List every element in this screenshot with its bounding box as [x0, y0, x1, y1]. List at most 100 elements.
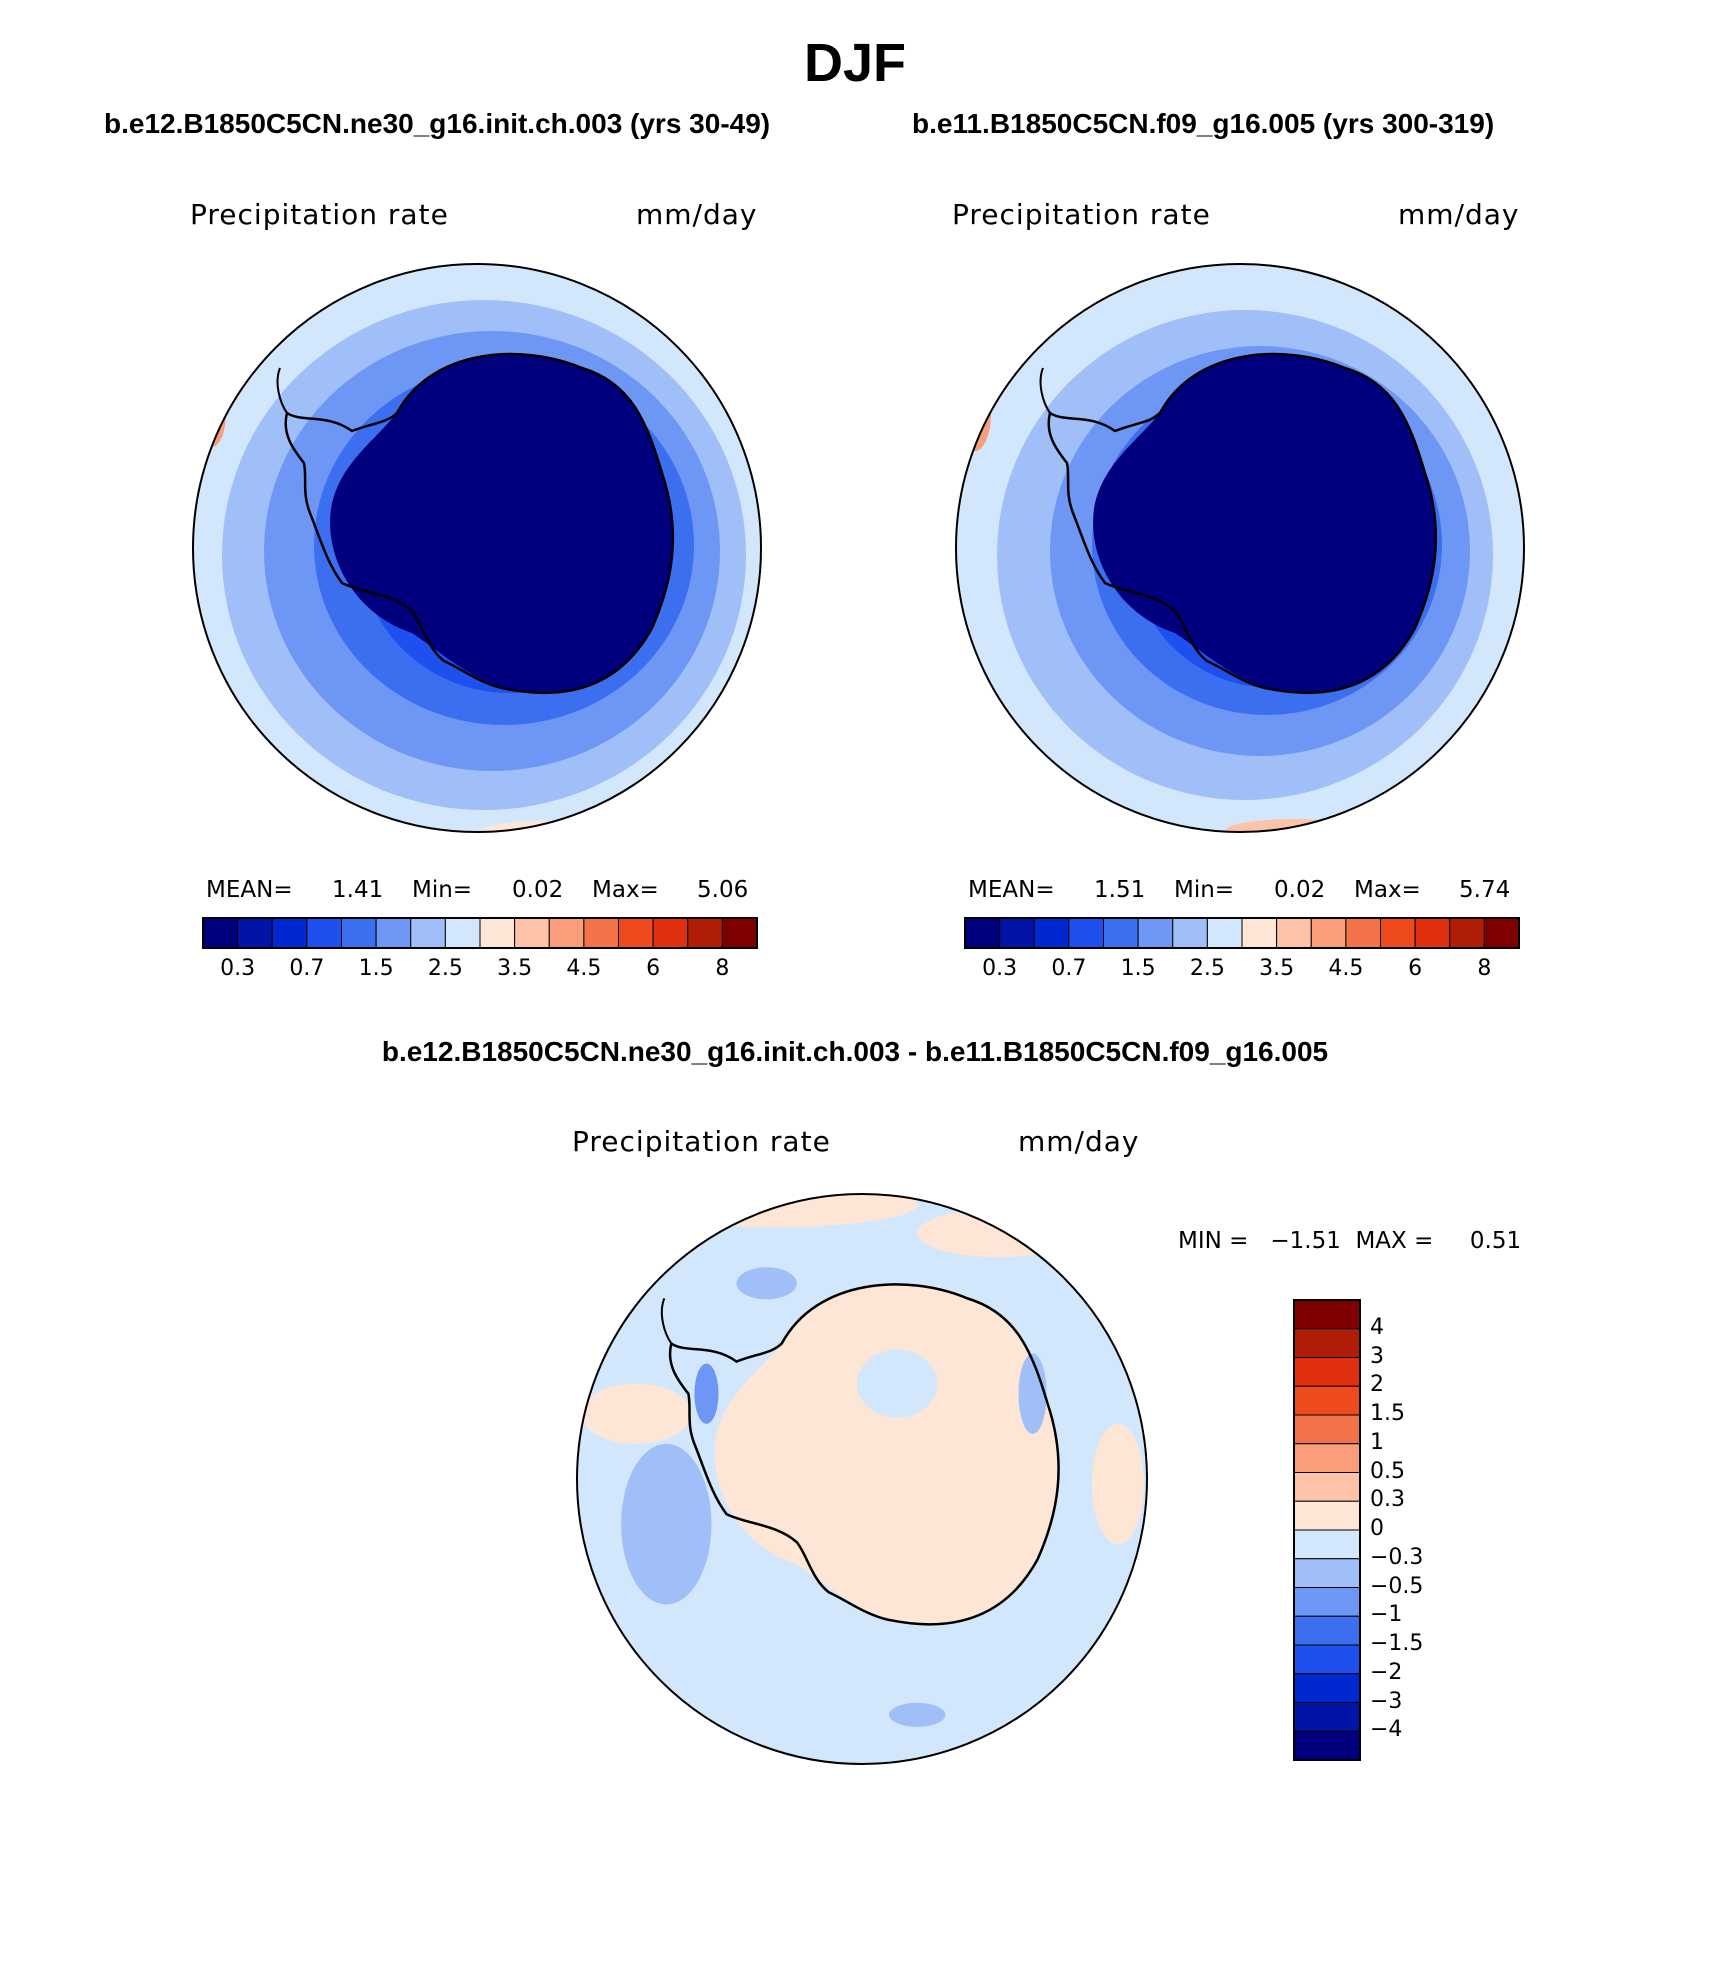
colorbar-swatch — [514, 917, 550, 949]
colorbar-swatch — [1137, 917, 1174, 949]
colorbar-tick-label: −4 — [1370, 1717, 1403, 1743]
colorbar-tick-label: 8 — [1477, 956, 1492, 981]
colorbar-swatch — [1293, 1443, 1361, 1473]
colorbar-tick-label: 4 — [1370, 1314, 1384, 1340]
panel-2-map-boundary — [955, 263, 1525, 833]
colorbar-swatch — [1293, 1587, 1361, 1617]
panel-2-variable: Precipitation rate — [952, 198, 1211, 231]
colorbar-swatch — [237, 917, 273, 949]
colorbar-tick-label: 4.5 — [566, 956, 602, 981]
colorbar-tick-label: 2 — [1370, 1372, 1384, 1398]
colorbar-tick-label: 6 — [1408, 956, 1423, 981]
colorbar-tick-label: 6 — [646, 956, 661, 981]
colorbar-tick-label: 0 — [1370, 1516, 1384, 1541]
difference-variable: Precipitation rate — [572, 1125, 831, 1158]
figure-title: DJF — [803, 33, 906, 93]
panel-2-colorbar — [964, 917, 1520, 949]
colorbar-tick-label: 1 — [1370, 1429, 1384, 1455]
colorbar-tick-label: 2.5 — [1189, 956, 1225, 981]
colorbar-tick-label: 0.7 — [289, 956, 325, 981]
colorbar-tick-label: 8 — [715, 956, 730, 981]
colorbar-swatch — [1345, 917, 1381, 949]
colorbar-swatch — [479, 917, 516, 949]
colorbar-swatch — [1172, 917, 1208, 949]
colorbar-swatch — [1293, 1730, 1361, 1761]
colorbar-tick-label: −1 — [1370, 1602, 1403, 1628]
colorbar-swatch — [1293, 1472, 1361, 1502]
difference-colorbar — [1293, 1299, 1361, 1761]
difference-minmax: MIN = −1.51 MAX = 0.51 — [1178, 1228, 1522, 1254]
panel-2-min-label: Min= — [1174, 877, 1235, 903]
colorbar-tick-label: −2 — [1370, 1659, 1403, 1685]
panel-1-max-label: Max= — [592, 877, 659, 903]
colorbar-swatch — [583, 917, 619, 949]
colorbar-swatch — [1293, 1385, 1361, 1416]
colorbar-tick-label: 0.3 — [1370, 1487, 1405, 1513]
colorbar-swatch — [202, 917, 239, 949]
colorbar-tick-label: 4.5 — [1328, 956, 1364, 981]
colorbar-swatch — [271, 917, 308, 949]
colorbar-swatch — [375, 917, 412, 949]
colorbar-swatch — [1293, 1673, 1361, 1703]
panel-2-map — [955, 263, 1525, 833]
colorbar-swatch — [1380, 917, 1416, 949]
colorbar-swatch — [687, 917, 723, 949]
colorbar-swatch — [1414, 917, 1451, 949]
panel-1-mean-value: 1.41 — [332, 877, 384, 903]
colorbar-tick-label: −1.5 — [1370, 1631, 1424, 1656]
colorbar-tick-label: −0.5 — [1370, 1573, 1424, 1599]
colorbar-swatch — [1206, 917, 1243, 949]
panel-1-max-value: 5.06 — [697, 877, 749, 903]
colorbar-swatch — [1276, 917, 1312, 949]
colorbar-swatch — [1310, 917, 1347, 949]
colorbar-tick-label: 1.5 — [1120, 956, 1156, 981]
colorbar-tick-label: 2.5 — [427, 956, 463, 981]
panel-1-map-boundary — [192, 263, 762, 833]
colorbar-tick-label: 0.3 — [982, 956, 1018, 981]
panel-1-colorbar — [202, 917, 758, 949]
panel-1-map — [192, 263, 762, 833]
panel-2-units: mm/day — [1398, 198, 1520, 231]
colorbar-swatch — [1293, 1357, 1361, 1387]
colorbar-tick-label: −0.3 — [1370, 1544, 1424, 1570]
panel-2-mean-label: MEAN= — [968, 877, 1055, 903]
colorbar-swatch — [1293, 1702, 1361, 1732]
colorbar-swatch — [1033, 917, 1070, 949]
colorbar-swatch — [1241, 917, 1278, 949]
colorbar-swatch — [1293, 1558, 1361, 1588]
colorbar-swatch — [548, 917, 585, 949]
difference-map — [576, 1193, 1148, 1765]
colorbar-swatch — [1068, 917, 1104, 949]
colorbar-swatch — [341, 917, 377, 949]
panel-2-mean-value: 1.51 — [1094, 877, 1146, 903]
difference-units: mm/day — [1018, 1125, 1140, 1158]
colorbar-swatch — [1293, 1529, 1361, 1560]
colorbar-swatch — [444, 917, 481, 949]
colorbar-tick-label: 3.5 — [1259, 956, 1295, 981]
panel-1-min-label: Min= — [412, 877, 473, 903]
colorbar-swatch — [721, 917, 758, 949]
panel-1-variable: Precipitation rate — [190, 198, 449, 231]
colorbar-swatch — [1293, 1299, 1361, 1330]
colorbar-swatch — [652, 917, 689, 949]
colorbar-swatch — [964, 917, 1001, 949]
panel-2-max-value: 5.74 — [1459, 877, 1511, 903]
colorbar-swatch — [1293, 1500, 1361, 1531]
colorbar-tick-label: 3.5 — [497, 956, 533, 981]
difference-map-boundary — [576, 1193, 1148, 1765]
colorbar-tick-label: 3 — [1370, 1343, 1384, 1369]
panel-1-mean-label: MEAN= — [206, 877, 293, 903]
colorbar-swatch — [1293, 1615, 1361, 1646]
colorbar-swatch — [1293, 1644, 1361, 1675]
panel-1-case-title: b.e12.B1850C5CN.ne30_g16.init.ch.003 (yr… — [104, 108, 771, 139]
colorbar-swatch — [410, 917, 446, 949]
colorbar-swatch — [1293, 1414, 1361, 1445]
panel-1-min-value: 0.02 — [512, 877, 564, 903]
colorbar-tick-label: −3 — [1370, 1688, 1403, 1714]
colorbar-swatch — [999, 917, 1035, 949]
colorbar-swatch — [1103, 917, 1139, 949]
panel-2-max-label: Max= — [1354, 877, 1421, 903]
colorbar-tick-label: 1.5 — [358, 956, 394, 981]
panel-1-units: mm/day — [636, 198, 758, 231]
colorbar-swatch — [618, 917, 654, 949]
